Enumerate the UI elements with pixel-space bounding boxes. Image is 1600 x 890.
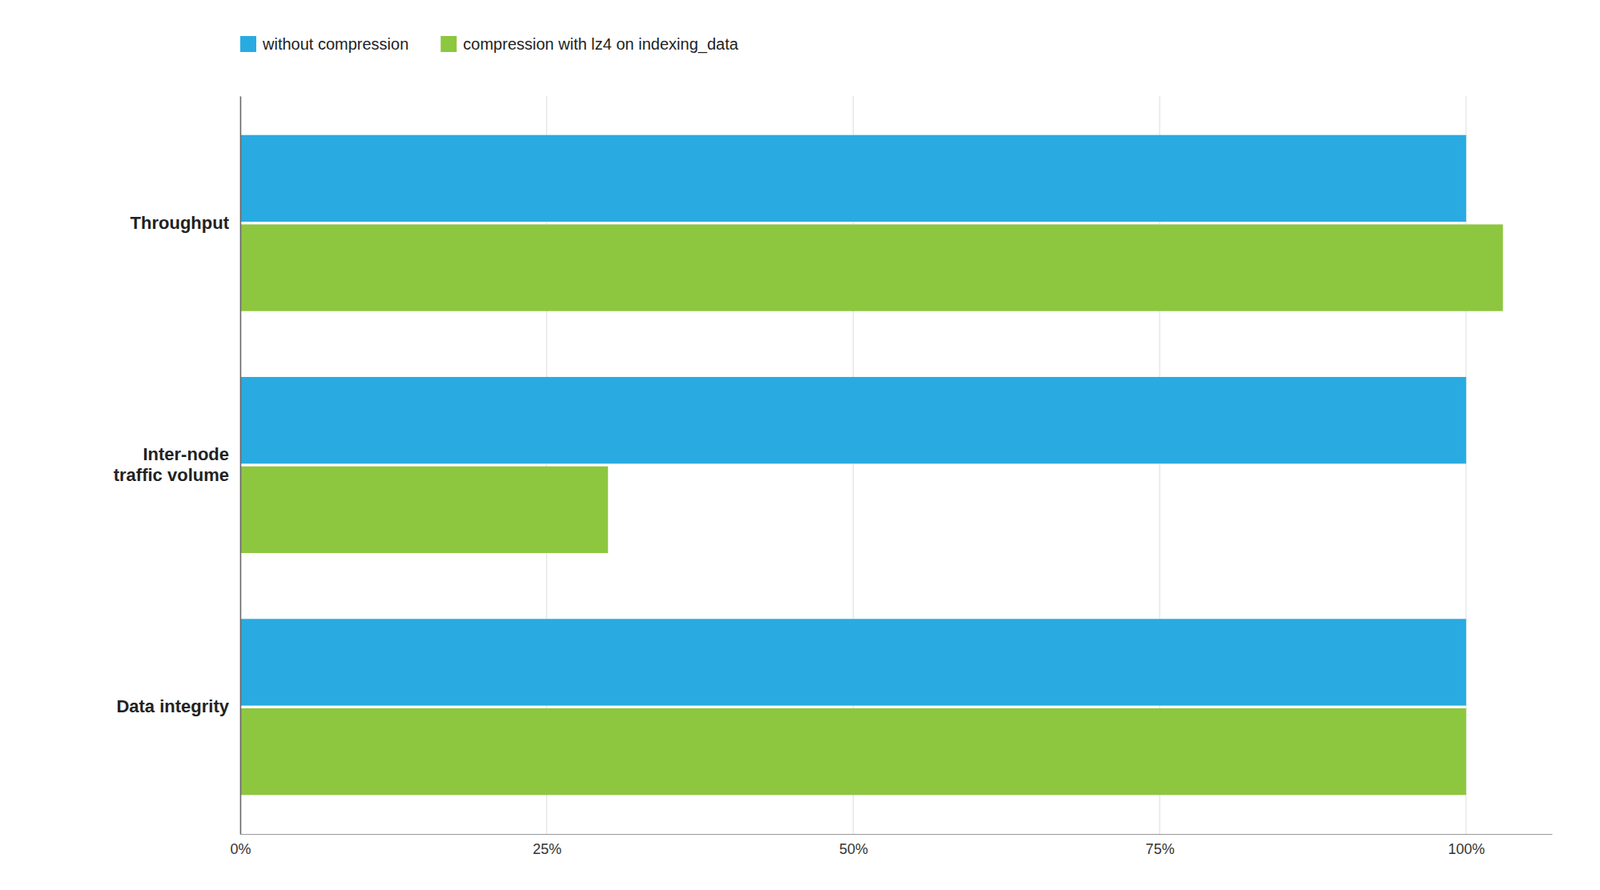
x-axis-line [241,834,1553,836]
legend: without compression compression with lz4 … [240,35,740,54]
y-tick: Data integrity [116,696,241,717]
x-axis: 0% 25% 50% 75% 100% [229,834,1552,858]
y-tick-label-line: Throughput [130,213,230,234]
x-tick-label: 0% [229,841,251,858]
bar-series [240,135,1467,707]
legend-swatch [240,36,257,53]
grid [240,96,1467,835]
legend-label: without compression [261,35,409,53]
y-tick: Throughput [130,213,241,234]
y-tick-label: Throughput [130,213,230,234]
y-tick: Inter-nodetraffic volume [113,444,241,485]
y-tick-label: Data integrity [116,696,230,717]
x-tick-label: 50% [839,841,869,858]
chart-svg: 0% 25% 50% 75% 100% Data integrity Inter-nodet… [0,0,1600,890]
x-tick-label: 25% [532,841,562,858]
x-tick-label: 75% [1145,841,1175,858]
bar-series [240,224,1504,796]
x-tick: 100% [1447,834,1485,858]
bar [240,135,1467,222]
x-tick: 75% [1145,834,1175,858]
legend-label: compression with lz4 on indexing_data [462,35,739,54]
bar [240,466,608,554]
legend-swatch [440,36,457,53]
x-tick: 0% [229,834,251,858]
y-tick-label-line: Data integrity [116,696,230,717]
chart-container: 0% 25% 50% 75% 100% Data integrity Inter-nodet… [0,0,1600,890]
y-tick-label: Inter-nodetraffic volume [113,444,230,485]
x-tick: 25% [532,834,562,858]
y-tick-label-line: Inter-node [142,444,230,465]
bar [240,377,1467,464]
bars [240,135,1504,796]
grid-line [240,96,242,835]
bar [240,708,1467,796]
y-axis: Data integrity Inter-nodetraffic volume Th… [113,96,242,836]
legend-item: compression with lz4 on indexing_data [440,35,739,54]
y-tick-label-line: traffic volume [113,465,230,486]
x-tick-label: 100% [1447,841,1485,858]
legend-item: without compression [240,35,409,53]
y-axis-line [240,96,242,836]
bar [240,224,1504,311]
x-tick: 50% [839,834,869,858]
plot-area: 0% 25% 50% 75% 100% Data integrity Inter-nodet… [113,96,1553,858]
bar [240,619,1467,706]
